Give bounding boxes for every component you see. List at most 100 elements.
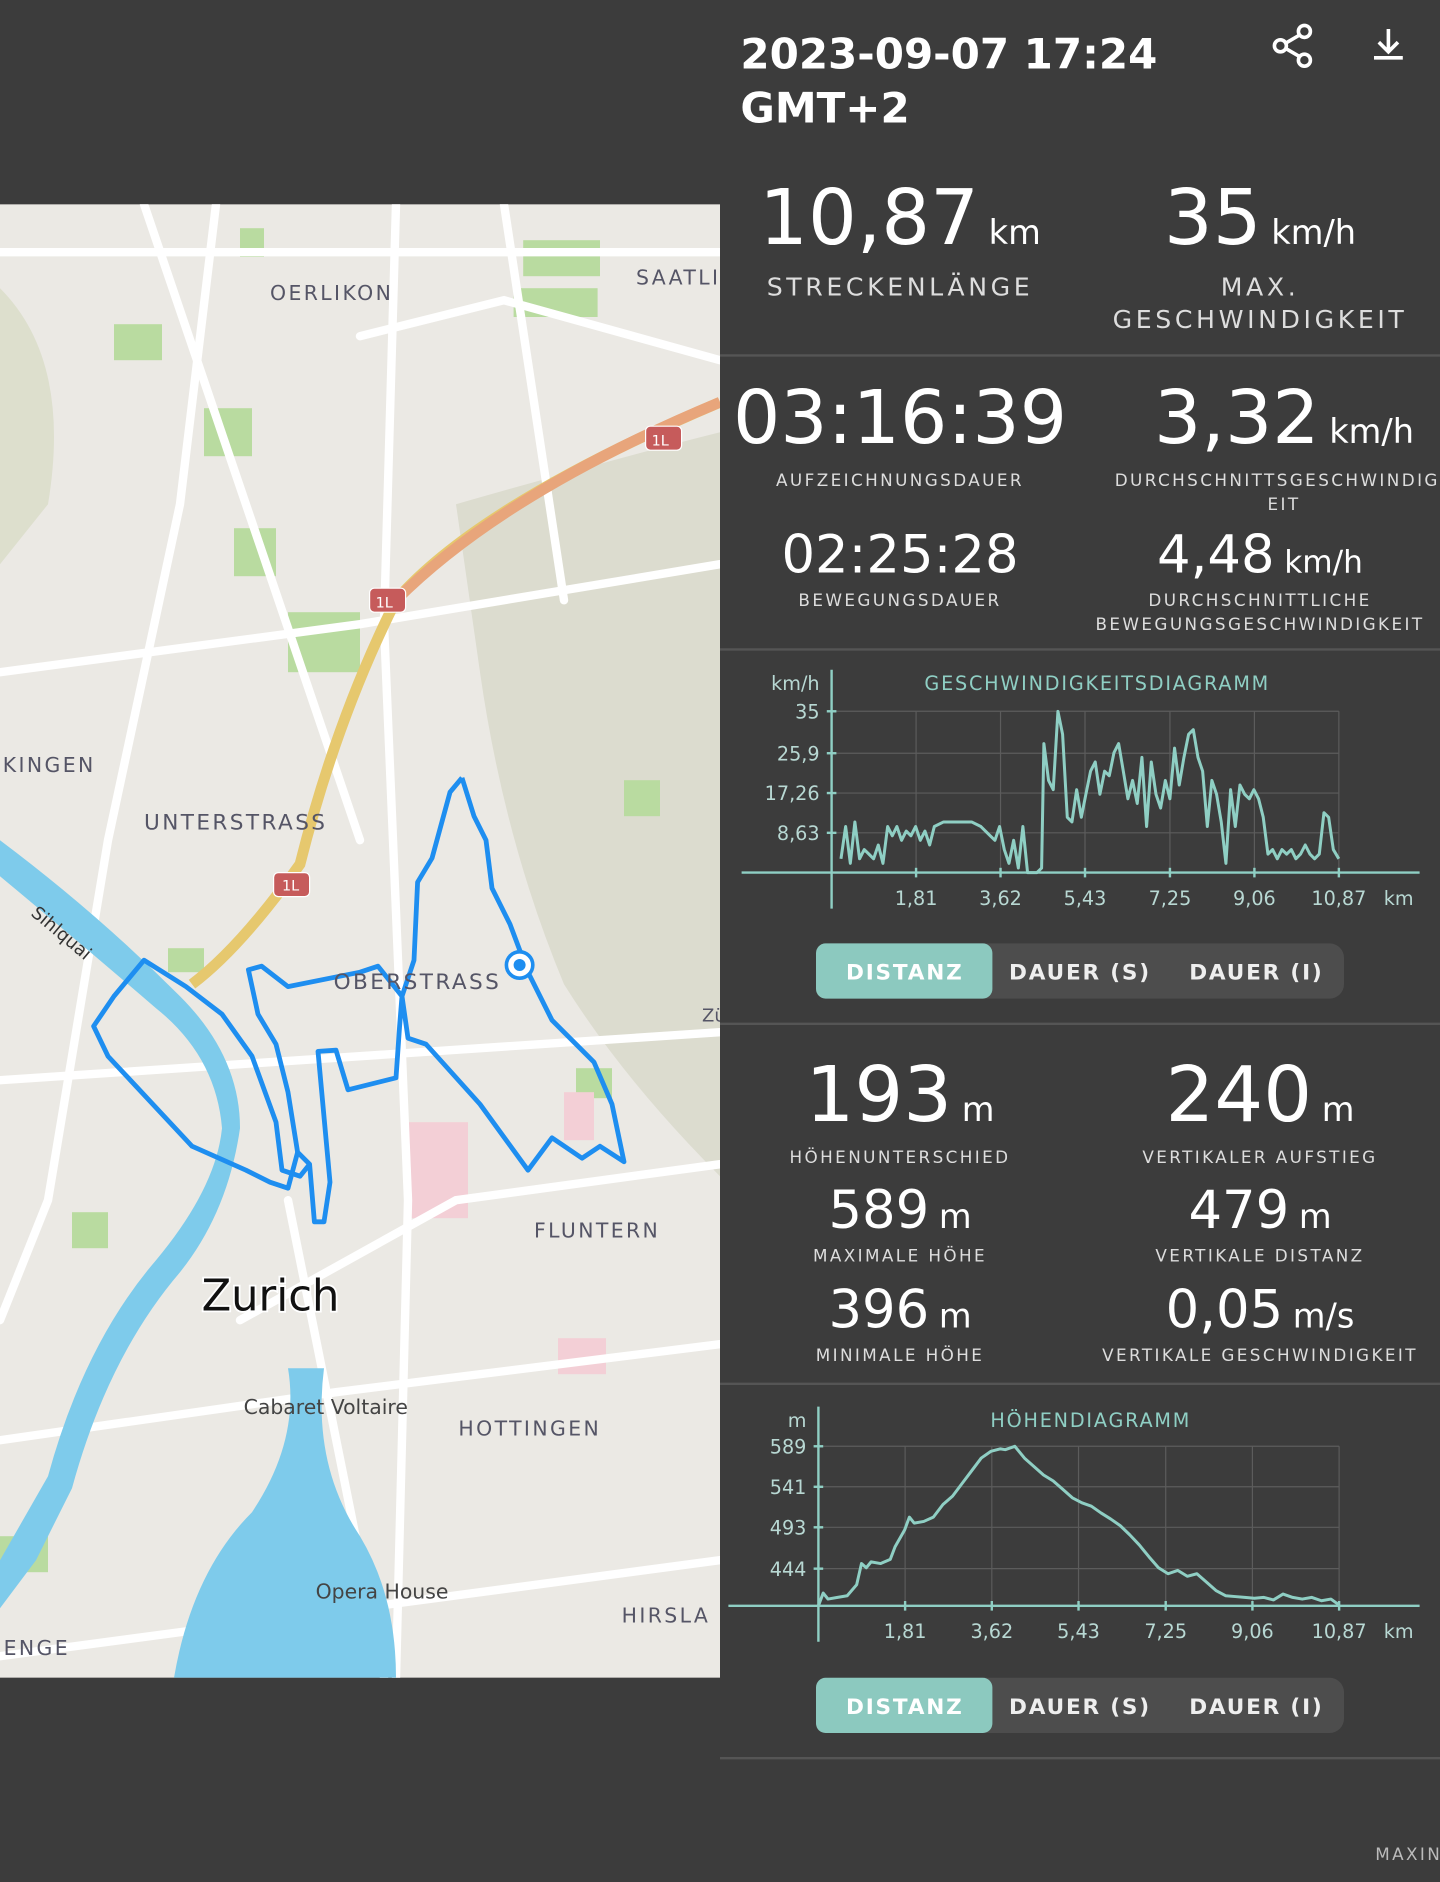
stat-label: VERTIKALE GESCHWINDIGKEIT [1102, 1345, 1418, 1365]
toggle-button[interactable]: DAUER (I) [1189, 960, 1323, 985]
stat-label: BEWEGUNGSGESCHWINDIGKEIT [1095, 614, 1424, 634]
stat-value: 03:16:39 [733, 374, 1067, 461]
y-tick-label: 541 [770, 1476, 807, 1499]
stat-value: 0,05 m/s [1166, 1279, 1355, 1340]
map-label: ENGE [4, 1636, 70, 1660]
unit: m [1322, 1090, 1355, 1129]
hill [456, 432, 720, 1177]
toggle-button[interactable]: DAUER (S) [1009, 960, 1151, 985]
value: 35 [1164, 174, 1262, 263]
map-label: OBERSTRASS [334, 970, 502, 995]
x-tick-label: 5,43 [1064, 887, 1107, 910]
value: 02:25:28 [781, 525, 1018, 586]
stat-value: 589 m [828, 1180, 971, 1241]
y-axis-label: km/h [771, 672, 819, 695]
stat-label: MINIMALE HÖHE [816, 1344, 985, 1365]
map-labels: OERLIKONSAATLIPKINGENUNTERSTRASSSihlquai… [0, 266, 726, 1660]
route-shield [272, 871, 311, 898]
value: 193 [806, 1051, 953, 1140]
toggle-button[interactable]: DAUER (I) [1189, 1695, 1323, 1720]
value: 4,48 [1157, 525, 1275, 586]
map-label: 1L [376, 595, 393, 611]
roads [0, 204, 720, 1678]
river [0, 840, 240, 1609]
download-icon[interactable] [1374, 28, 1403, 60]
value: 3,32 [1154, 374, 1320, 461]
map-label: FLUNTERN [534, 1218, 660, 1242]
chart-title: HÖHENDIAGRAMM [990, 1409, 1191, 1432]
stat-label: BEWEGUNGSDAUER [798, 590, 1001, 610]
value: 03:16:39 [733, 374, 1067, 461]
toggle-button[interactable]: DISTANZ [846, 960, 964, 985]
series-line [816, 1444, 1340, 1607]
map-label: Zurich [202, 1272, 340, 1322]
y-tick-label: 25,9 [777, 742, 820, 765]
lake [174, 1368, 396, 1678]
dividers [720, 354, 1440, 1760]
y-tick-label: 17,26 [765, 782, 820, 805]
map-label: Zü [702, 1005, 726, 1026]
value: 0,05 [1166, 1279, 1284, 1340]
title: 2023-09-07 17:24 [740, 30, 1157, 79]
stat-label: VERTIKALER AUFSTIEG [1142, 1147, 1377, 1167]
x-tick-label: 7,25 [1144, 1620, 1187, 1643]
toggle-button[interactable]: DISTANZ [846, 1695, 964, 1720]
hill [0, 288, 54, 565]
value: 589 [828, 1180, 929, 1241]
stat-value: 193 m [806, 1051, 995, 1140]
route [91, 957, 312, 1191]
toggle-button[interactable]: DAUER (S) [1009, 1695, 1151, 1720]
y-tick-label: 35 [795, 700, 819, 723]
stat-value: 10,87 km [759, 174, 1041, 263]
x-axis-label: km [1384, 887, 1414, 910]
stat-label: STRECKENLÄNGE [767, 272, 1034, 301]
y-tick-label: 589 [770, 1435, 807, 1458]
x-tick-label: 3,62 [979, 887, 1022, 910]
stat-value: 02:25:28 [781, 525, 1018, 586]
x-tick-label: 1,81 [895, 887, 938, 910]
value: 479 [1188, 1180, 1289, 1241]
unit: m [939, 1296, 972, 1335]
y-tick-label: 493 [770, 1517, 807, 1540]
map-label: HIRSLA [622, 1604, 711, 1628]
stat-value: 3,32 km/h [1154, 374, 1414, 461]
stat-label: EIT [1267, 494, 1300, 514]
stat-label: MAX. [1221, 272, 1300, 301]
map-label: SAATLI [636, 266, 720, 290]
stat-label: HÖHENUNTERSCHIED [790, 1146, 1011, 1167]
x-tick-label: 3,62 [970, 1620, 1013, 1643]
map-label: Cabaret Voltaire [244, 1395, 408, 1419]
unit: m [939, 1197, 972, 1236]
stat-label: MAXIMALE HÖHE [813, 1244, 987, 1265]
map-label: PKINGEN [0, 753, 96, 777]
x-tick-label: 10,87 [1311, 887, 1366, 910]
unit: km/h [1329, 412, 1414, 451]
route-end [513, 959, 526, 971]
share-icon[interactable] [1272, 23, 1313, 68]
stat-value: 4,48 km/h [1157, 525, 1363, 586]
value: 240 [1166, 1051, 1313, 1140]
x-tick-label: 9,06 [1231, 1620, 1274, 1643]
y-tick-label: 444 [770, 1558, 807, 1581]
stat-value: 35 km/h [1164, 174, 1356, 263]
stat-label: GESCHWINDIGKEIT [1113, 305, 1408, 334]
series-line [839, 709, 1341, 875]
unit: m/s [1293, 1296, 1355, 1335]
stat-label: AUFZEICHNUNGSDAUER [776, 470, 1024, 490]
stat-value: 479 m [1188, 1180, 1331, 1241]
unit: km [989, 213, 1041, 252]
stat-value: 240 m [1166, 1051, 1355, 1140]
stat-label: DURCHSCHNITTSGESCHWINDIGK [1115, 470, 1440, 490]
x-tick-label: 7,25 [1149, 887, 1192, 910]
toggle-selected [816, 943, 993, 999]
map-label: 1L [652, 433, 669, 449]
map[interactable]: OERLIKONSAATLIPKINGENUNTERSTRASSSihlquai… [0, 204, 726, 1678]
route-shield [368, 587, 407, 613]
y-axis-label: m [788, 1409, 807, 1432]
unit: km/h [1284, 545, 1363, 581]
chart-title: GESCHWINDIGKEITSDIAGRAMM [924, 672, 1270, 695]
x-tick-label: 10,87 [1312, 1620, 1367, 1643]
